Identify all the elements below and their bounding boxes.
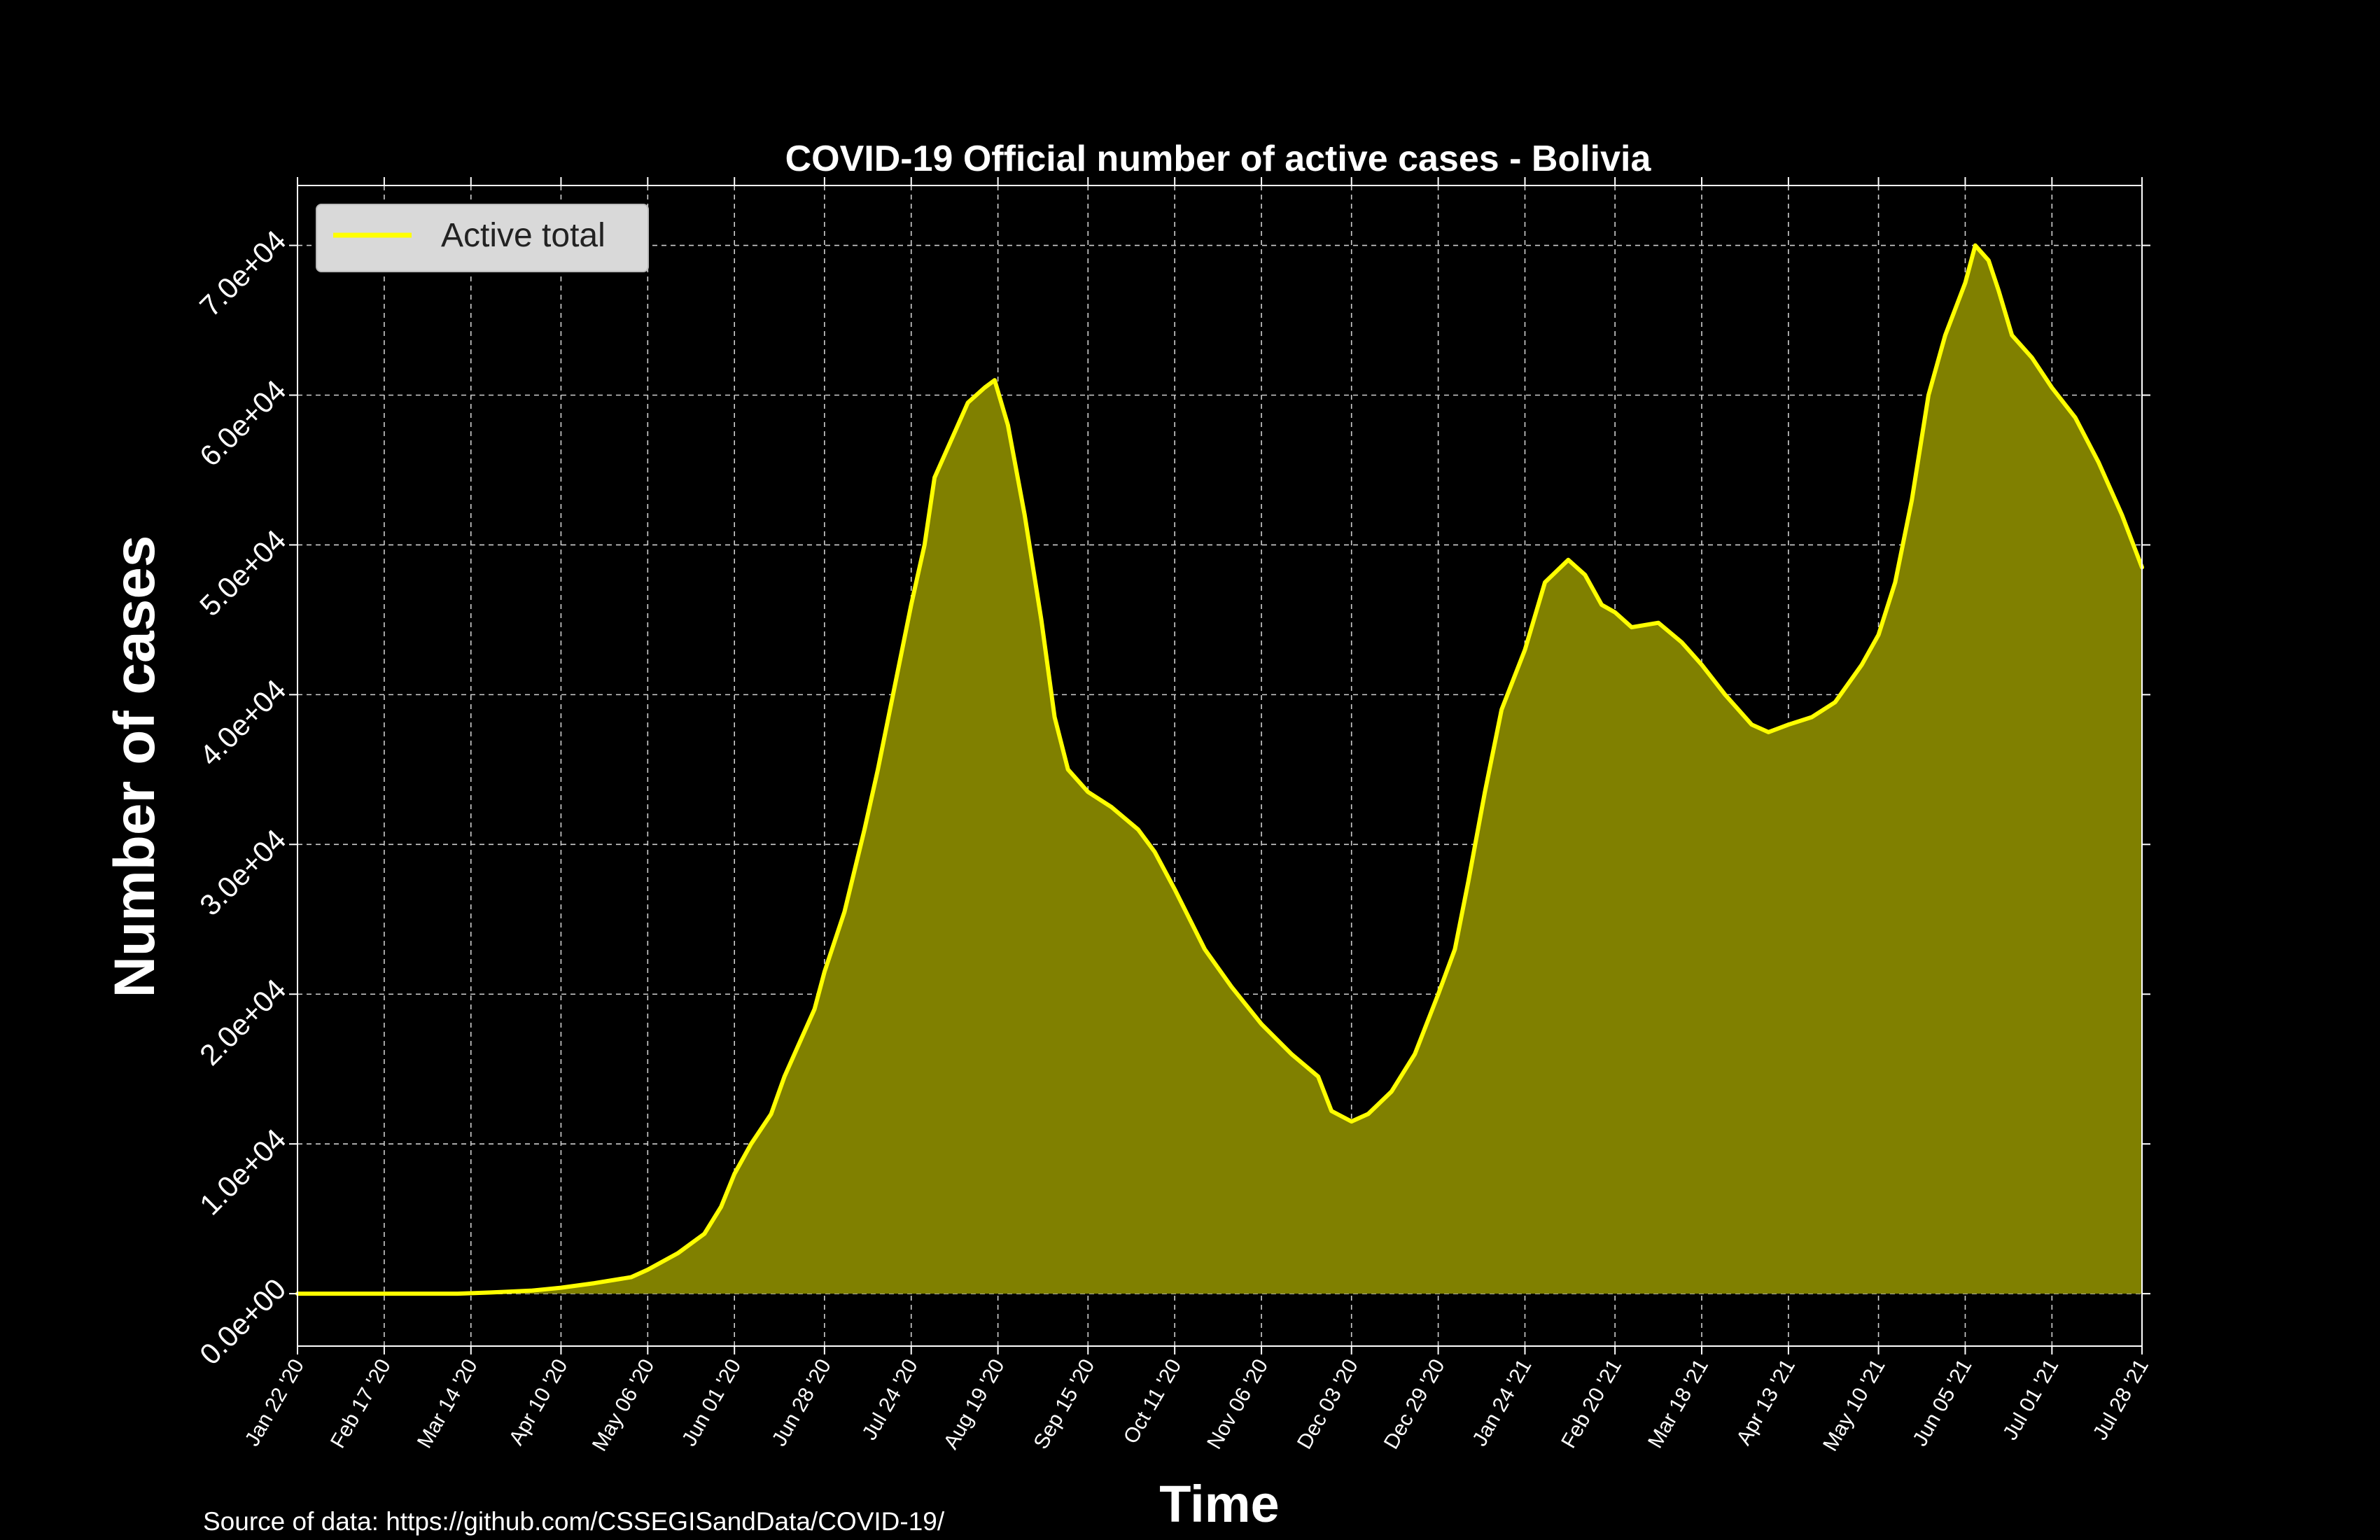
x-tick-label: Sep 15 '20	[1030, 1355, 1100, 1453]
y-tick-label: 2.0e+04	[193, 972, 292, 1071]
series-active-total-area	[298, 245, 2142, 1294]
x-tick-label: Jun 28 '20	[768, 1355, 836, 1450]
x-tick-label: Apr 10 '20	[505, 1355, 572, 1449]
x-tick-label: Feb 20 '21	[1557, 1355, 1626, 1452]
x-tick-label: Feb 17 '20	[326, 1355, 396, 1452]
y-tick-label: 0.0e+00	[193, 1272, 292, 1371]
x-tick-label: Jul 24 '20	[858, 1355, 922, 1444]
x-tick-label: Dec 29 '20	[1380, 1355, 1450, 1453]
x-tick-label: Mar 14 '20	[413, 1355, 482, 1452]
x-tick-label: Jan 24 '21	[1468, 1355, 1536, 1450]
x-tick-label: May 06 '20	[588, 1355, 659, 1455]
x-tick-label: Apr 13 '21	[1732, 1355, 1799, 1449]
x-tick-label: Nov 06 '20	[1203, 1355, 1273, 1453]
x-axis-label: Time	[1159, 1475, 1279, 1533]
x-tick-label: Jul 28 '21	[2089, 1355, 2153, 1444]
x-tick-label: May 10 '21	[1819, 1355, 1889, 1455]
x-tick-label: Mar 18 '21	[1644, 1355, 1713, 1452]
x-tick-label: Jun 01 '20	[678, 1355, 746, 1450]
y-tick-label: 3.0e+04	[193, 822, 292, 921]
x-tick-label: Jul 01 '21	[1998, 1355, 2063, 1444]
series-active-total-line	[295, 243, 2144, 1296]
legend-box	[316, 204, 649, 272]
source-note: Source of data: https://github.com/CSSEG…	[203, 1507, 945, 1536]
x-tick-label: Dec 03 '20	[1293, 1355, 1363, 1453]
x-tick-label: Oct 11 '20	[1119, 1355, 1186, 1448]
legend-label: Active total	[441, 217, 606, 254]
x-tick-label: Jan 22 '20	[241, 1355, 309, 1450]
chart-title: COVID-19 Official number of active cases…	[785, 139, 1652, 179]
x-tick-label: Aug 19 '20	[939, 1355, 1009, 1453]
y-axis-label: Number of cases	[103, 536, 167, 998]
legend: Active total	[316, 204, 649, 272]
plot-frame	[297, 185, 2143, 1347]
y-tick-label: 4.0e+04	[193, 673, 292, 772]
y-tick-label: 7.0e+04	[193, 224, 292, 323]
y-tick-label: 5.0e+04	[193, 524, 292, 622]
y-tick-label: 6.0e+04	[193, 374, 292, 472]
x-tick-label: Jun 05 '21	[1908, 1355, 1976, 1450]
y-tick-label: 1.0e+04	[193, 1122, 292, 1221]
